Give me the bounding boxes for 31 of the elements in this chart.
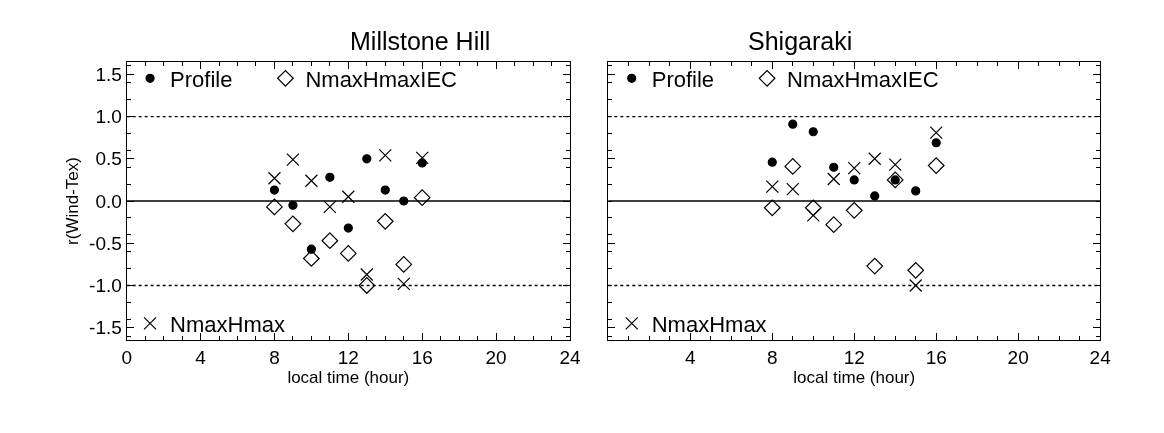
x-axis-title: local time (hour) <box>287 368 410 388</box>
x-axis-title: local time (hour) <box>793 368 916 388</box>
chart-title: Millstone Hill <box>350 27 491 55</box>
x-tick-label: 4 <box>195 347 207 369</box>
x-tick-label: 20 <box>485 347 507 369</box>
x-tick-label: 8 <box>269 347 280 369</box>
y-axis-title: r(Wind-Tex) <box>62 157 82 245</box>
x-tick-label: 4 <box>685 347 697 369</box>
y-tick-label: -0.5 <box>89 232 122 254</box>
x-tick-label: 8 <box>766 347 778 369</box>
x-tick-label: 12 <box>843 347 865 369</box>
legend-label: Profile <box>651 66 715 92</box>
x-tick-label: 24 <box>1089 347 1112 369</box>
legend-label: NmaxHmaxIEC <box>305 66 458 92</box>
x-tick-label: 16 <box>925 347 947 369</box>
x-tick-label: 24 <box>559 347 581 369</box>
x-tick-label: 12 <box>337 347 359 369</box>
y-tick-label: 1.5 <box>95 63 122 85</box>
legend-label: NmaxHmax <box>651 311 767 337</box>
legend-label: NmaxHmaxIEC <box>787 66 939 92</box>
y-tick-label: 0.5 <box>95 148 122 170</box>
chart-title: Shigaraki <box>748 27 853 55</box>
legend-label: Profile <box>170 66 233 92</box>
x-tick-label: 0 <box>121 347 132 369</box>
legend-label: NmaxHmax <box>170 311 285 337</box>
x-tick-label: 20 <box>1007 347 1029 369</box>
y-tick-label: -1.0 <box>89 275 122 297</box>
y-tick-label: 1.0 <box>95 106 122 128</box>
x-tick-label: 16 <box>411 347 433 369</box>
y-tick-label: -1.5 <box>89 317 122 339</box>
y-tick-label: 0.0 <box>95 190 122 212</box>
